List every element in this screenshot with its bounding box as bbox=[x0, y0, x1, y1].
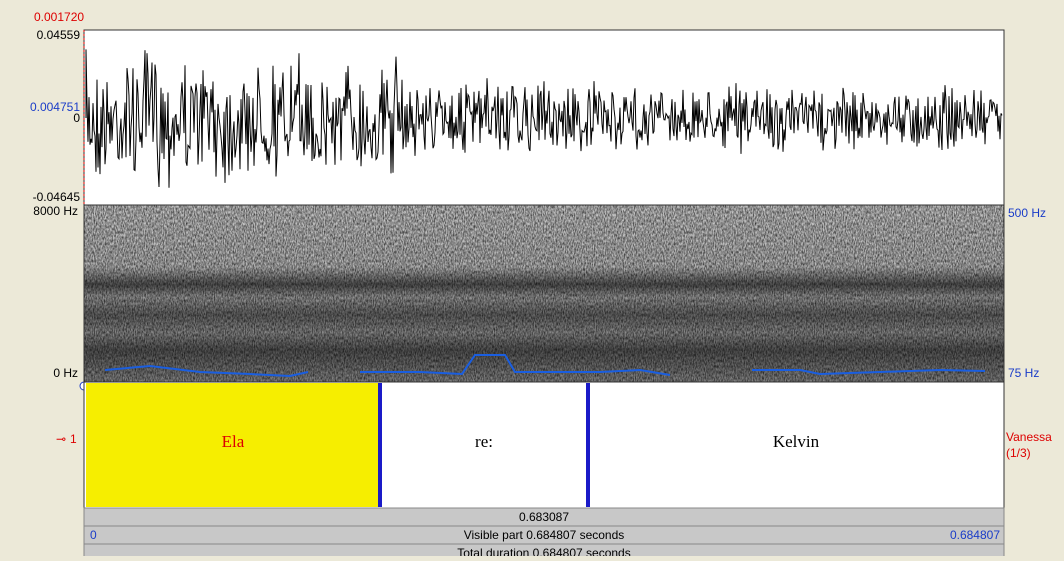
tier-number: 1 bbox=[70, 432, 77, 446]
total-duration: Total duration 0.684807 seconds bbox=[457, 546, 630, 556]
spec-bottom: 0 Hz bbox=[53, 366, 78, 380]
cursor-time: 0.001720 bbox=[34, 10, 84, 24]
interval-label[interactable]: re: bbox=[475, 432, 493, 451]
selection-duration: 0.683087 bbox=[519, 510, 569, 524]
visible-part: Visible part 0.684807 seconds bbox=[464, 528, 625, 542]
praat-editor: 0.001720 0.04559 0.004751 0 -0.04645 800… bbox=[0, 0, 1064, 556]
spec-top: 8000 Hz bbox=[33, 204, 78, 218]
spectrogram-texture bbox=[84, 205, 1004, 382]
visible-start: 0 bbox=[90, 528, 97, 542]
pitch-top: 500 Hz bbox=[1008, 206, 1046, 220]
tier-count: (1/3) bbox=[1006, 446, 1031, 460]
interval-label[interactable]: Kelvin bbox=[773, 432, 820, 451]
tier-icon: ⊸ bbox=[56, 432, 66, 446]
wave-min: -0.04645 bbox=[33, 190, 81, 204]
interval-label[interactable]: Ela bbox=[222, 432, 245, 451]
tier-name: Vanessa bbox=[1006, 430, 1052, 444]
wave-zero: 0 bbox=[73, 111, 80, 125]
pitch-bottom: 75 Hz bbox=[1008, 366, 1039, 380]
wave-max: 0.04559 bbox=[37, 28, 81, 42]
visible-end: 0.684807 bbox=[950, 528, 1000, 542]
